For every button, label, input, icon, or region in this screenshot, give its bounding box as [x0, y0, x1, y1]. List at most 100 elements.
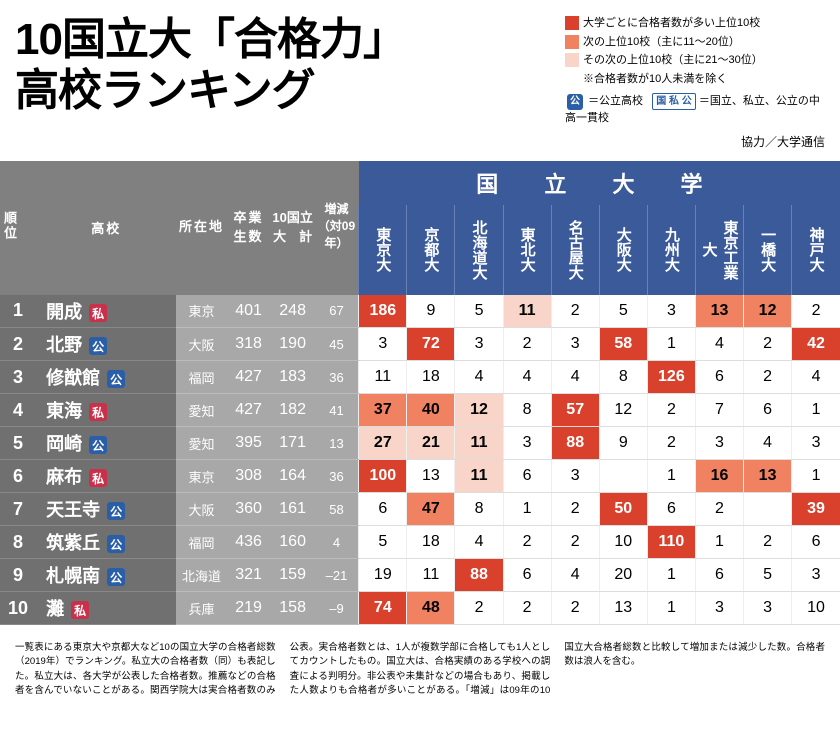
cell-uni-4: 4 [551, 559, 599, 592]
cell-uni-2: 11 [455, 427, 503, 460]
cell-uni-9: 39 [792, 493, 840, 526]
cell-uni-1: 21 [407, 427, 455, 460]
cell-uni-9: 42 [792, 328, 840, 361]
cell-loc: 福岡 [176, 526, 226, 559]
cell-uni-3: 1 [503, 493, 551, 526]
legend-tier3-text: その次の上位10校（主に21～30位） [583, 52, 763, 69]
page-title: 10国立大「合格力」 高校ランキング [15, 15, 565, 151]
cell-total: 182 [271, 394, 315, 427]
cell-uni-8 [744, 493, 792, 526]
cell-grad: 360 [227, 493, 271, 526]
swatch-tier1 [565, 16, 579, 30]
legend-tier2: 次の上位10校（主に11～20位） [565, 34, 825, 51]
cell-uni-7: 7 [695, 394, 743, 427]
cell-uni-9: 1 [792, 460, 840, 493]
school-name: 岡崎 [46, 434, 82, 454]
cell-rank: 6 [0, 460, 36, 493]
cell-total: 158 [271, 592, 315, 625]
cell-uni-3: 11 [503, 295, 551, 328]
cell-delta: 41 [315, 394, 359, 427]
school-badge-icon: 私 [89, 403, 107, 421]
cell-total: 164 [271, 460, 315, 493]
credit: 協力／大学通信 [565, 133, 825, 151]
table-row: 5岡崎 公愛知3951711327211138892343 [0, 427, 840, 460]
cell-uni-3: 3 [503, 427, 551, 460]
school-badge-icon: 公 [107, 502, 125, 520]
table-row: 2北野 公大阪318190453723235814242 [0, 328, 840, 361]
cell-uni-5: 58 [599, 328, 647, 361]
col-uni-3: 東北大 [503, 205, 551, 295]
cell-uni-8: 3 [744, 592, 792, 625]
cell-uni-5: 13 [599, 592, 647, 625]
school-badge-icon: 公 [107, 535, 125, 553]
cell-uni-0: 3 [359, 328, 407, 361]
cell-grad: 427 [227, 394, 271, 427]
cell-uni-6: 110 [647, 526, 695, 559]
cell-school: 筑紫丘 公 [36, 526, 176, 559]
cell-school: 東海 私 [36, 394, 176, 427]
cell-uni-0: 6 [359, 493, 407, 526]
cell-uni-6: 1 [647, 460, 695, 493]
cell-school: 麻布 私 [36, 460, 176, 493]
cell-school: 灘 私 [36, 592, 176, 625]
cell-grad: 321 [227, 559, 271, 592]
col-uni-6: 九州大 [647, 205, 695, 295]
cell-uni-2: 11 [455, 460, 503, 493]
cell-uni-9: 10 [792, 592, 840, 625]
cell-uni-0: 186 [359, 295, 407, 328]
table-row: 8筑紫丘 公福岡436160451842210110126 [0, 526, 840, 559]
cell-uni-3: 2 [503, 592, 551, 625]
cell-uni-8: 6 [744, 394, 792, 427]
cell-uni-1: 48 [407, 592, 455, 625]
cell-uni-8: 2 [744, 526, 792, 559]
school-badge-icon: 公 [89, 436, 107, 454]
school-badge-icon: 公 [89, 337, 107, 355]
cell-uni-3: 8 [503, 394, 551, 427]
cell-delta: 13 [315, 427, 359, 460]
cell-rank: 9 [0, 559, 36, 592]
cell-uni-7: 3 [695, 427, 743, 460]
cell-uni-6: 2 [647, 394, 695, 427]
col-uni-4: 名古屋大 [551, 205, 599, 295]
cell-rank: 5 [0, 427, 36, 460]
cell-grad: 401 [227, 295, 271, 328]
school-name: 筑紫丘 [46, 533, 100, 553]
cell-school: 修猷館 公 [36, 361, 176, 394]
school-name: 開成 [46, 302, 82, 322]
cell-uni-6: 1 [647, 592, 695, 625]
cell-rank: 1 [0, 295, 36, 328]
cell-uni-1: 13 [407, 460, 455, 493]
table-row: 4東海 私愛知42718241374012857122761 [0, 394, 840, 427]
cell-rank: 8 [0, 526, 36, 559]
cell-uni-2: 2 [455, 592, 503, 625]
badge-public-icon: 公 [567, 94, 583, 110]
cell-uni-7: 6 [695, 361, 743, 394]
cell-uni-4: 3 [551, 460, 599, 493]
legend: 大学ごとに合格者数が多い上位10校 次の上位10校（主に11～20位） その次の… [565, 15, 825, 151]
school-name: 灘 [46, 599, 64, 619]
cell-uni-7: 16 [695, 460, 743, 493]
cell-uni-5: 10 [599, 526, 647, 559]
cell-uni-9: 2 [792, 295, 840, 328]
cell-loc: 福岡 [176, 361, 226, 394]
cell-grad: 308 [227, 460, 271, 493]
cell-uni-5: 5 [599, 295, 647, 328]
school-name: 麻布 [46, 467, 82, 487]
cell-uni-5 [599, 460, 647, 493]
col-uni-5: 大阪大 [599, 205, 647, 295]
cell-total: 171 [271, 427, 315, 460]
cell-loc: 東京 [176, 295, 226, 328]
cell-total: 159 [271, 559, 315, 592]
col-uni-1: 京都大 [407, 205, 455, 295]
cell-uni-6: 6 [647, 493, 695, 526]
cell-uni-9: 1 [792, 394, 840, 427]
cell-uni-7: 13 [695, 295, 743, 328]
cell-rank: 2 [0, 328, 36, 361]
cell-uni-7: 4 [695, 328, 743, 361]
col-loc: 所在地 [176, 161, 226, 295]
ranking-table: 順位 高校 所在地 卒業生数 10国立大 計 増減（対09年） 国 立 大 学 … [0, 161, 840, 626]
cell-uni-6: 1 [647, 559, 695, 592]
cell-uni-5: 50 [599, 493, 647, 526]
cell-uni-0: 5 [359, 526, 407, 559]
cell-uni-9: 4 [792, 361, 840, 394]
